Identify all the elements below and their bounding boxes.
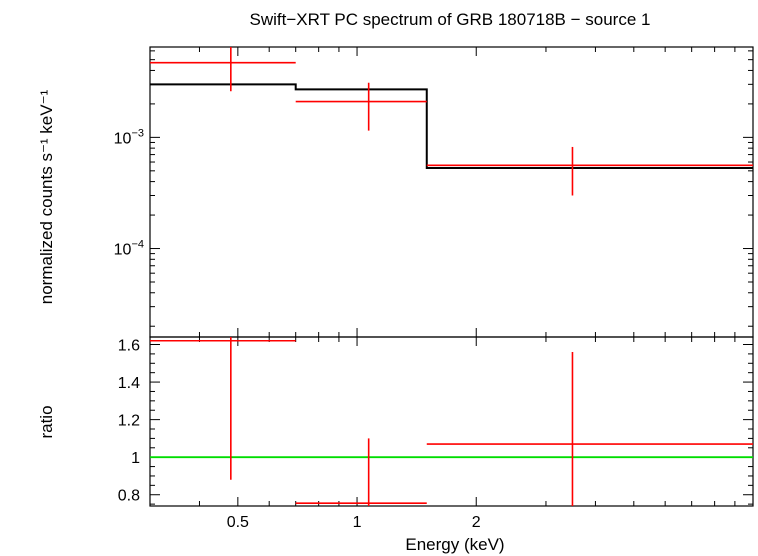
ratio-frame (149, 336, 754, 507)
ratio-y-tick-label: 1.2 (118, 413, 140, 430)
ratio-y-axis-label: ratio (37, 405, 56, 438)
ratio-y-tick-label: 1 (131, 450, 140, 467)
ratio-y-tick-label: 1.4 (118, 375, 140, 392)
spectrum-panel: 10−3 10−4 (114, 46, 754, 338)
model-step-line (150, 83, 753, 170)
x-tick-label: 1 (353, 514, 362, 531)
spectrum-y-axis-label: normalized counts s⁻¹ keV⁻¹ (37, 89, 56, 304)
spectrum-frame (149, 46, 754, 338)
spectrum-data-layer (150, 47, 753, 196)
x-tick-label: 2 (472, 514, 481, 531)
x-tick-label: 0.5 (227, 514, 249, 531)
ratio-y-tick-label: 0.8 (118, 488, 140, 505)
chart-title: Swift−XRT PC spectrum of GRB 180718B − s… (250, 10, 651, 29)
energy-x-axis-label: Energy (keV) (405, 535, 504, 554)
ratio-panel: 0.5 1 2 0.8 1 1.2 1.4 1.6 (118, 336, 754, 531)
spectrum-y-tick-label: 10−4 (114, 239, 144, 259)
ratio-data-layer (150, 337, 753, 506)
ratio-y-tick-label: 1.6 (118, 338, 140, 355)
spectrum-y-tick-label: 10−3 (114, 127, 144, 147)
